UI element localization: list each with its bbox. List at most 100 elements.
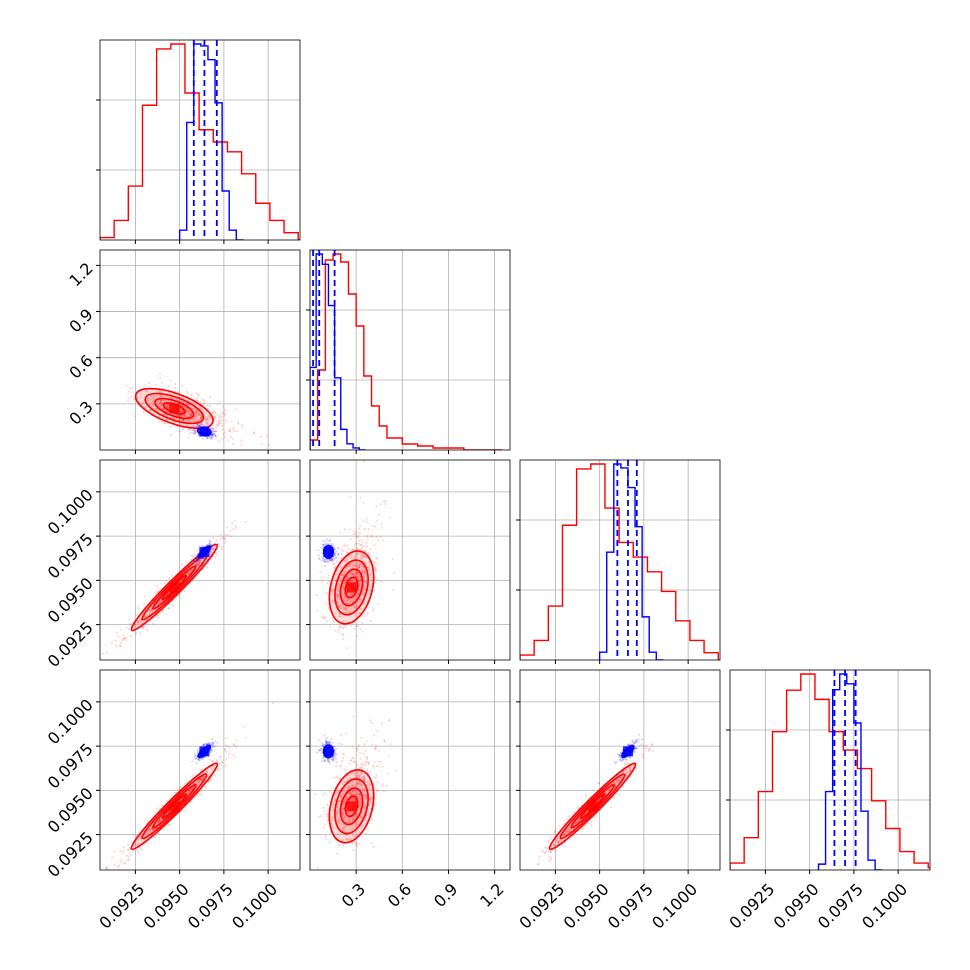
scatter-point [188,571,191,574]
scatter-point [612,781,615,783]
scatter-point [225,745,228,748]
scatter-point [159,820,162,823]
scatter-point [369,572,372,575]
scatter-point [553,831,556,834]
scatter-point [211,436,214,439]
scatter-point [322,616,325,619]
scatter-point [361,546,364,549]
scatter-point [138,620,141,623]
scatter-point [195,426,198,429]
scatter-point [221,415,223,418]
scatter-point [197,559,200,562]
scatter-point [241,426,244,429]
scatter-point [164,422,167,425]
scatter-point [353,613,356,616]
scatter-point [597,799,600,801]
scatter-point [577,806,580,809]
scatter-point [325,738,328,741]
scatter-point [149,829,152,832]
scatter-point [362,794,365,797]
scatter-point [331,741,334,744]
scatter-point [184,782,187,784]
scatter-point [350,829,352,832]
scatter-point [128,390,131,393]
scatter-point [195,420,198,423]
scatter-point [325,741,328,744]
scatter-point [323,743,326,746]
scatter-point [127,843,130,846]
scatter-point [348,820,351,823]
scatter-point [327,603,330,606]
scatter-point [162,408,165,411]
scatter-point [191,554,194,557]
scatter-point [231,522,234,525]
scatter-point [119,850,122,852]
scatter-point [358,539,360,542]
scatter-point [339,765,342,768]
scatter-point [325,540,327,543]
scatter-point [234,526,237,529]
scatter-point [169,433,172,436]
scatter-point [350,797,353,800]
scatter-point [356,844,359,847]
scatter-point [344,772,347,775]
scatter-point [525,877,527,879]
scatter-point [151,397,154,400]
scatter-point [352,715,355,718]
scatter-point [229,428,231,431]
scatter-point [363,794,365,797]
scatter-point [343,816,346,819]
scatter-point [356,747,359,750]
scatter-point [127,848,130,851]
scatter-point [342,573,345,576]
scatter-point [141,402,144,405]
scatter-point [207,775,210,778]
scatter-point [191,760,194,763]
scatter-point [151,610,154,613]
scatter-point [342,756,345,759]
scatter-point [213,430,216,433]
scatter-point [329,790,331,793]
scatter-point [208,780,211,783]
histogram-step [178,43,244,240]
scatter-point [356,577,359,579]
scatter-point [326,758,329,761]
scatter-point [133,415,136,418]
density-panel-2-1 [317,539,342,567]
scatter-point [338,606,341,609]
scatter-point [188,419,191,422]
scatter-point [163,582,166,585]
scatter-point [338,818,340,821]
scatter-point [342,782,345,785]
scatter-point [341,790,344,793]
scatter-point [343,808,345,811]
scatter-point [364,581,367,584]
scatter-point [151,828,154,831]
scatter-point [138,619,141,622]
scatter-point [199,778,202,781]
scatter-point [352,841,355,844]
scatter-point [367,762,370,765]
scatter-point [344,821,347,823]
density-panel-1-0 [125,372,270,446]
scatter-point [336,820,339,823]
scatter-point [212,433,215,436]
scatter-point [201,423,203,426]
scatter-point [381,765,384,768]
scatter-point [358,579,361,582]
scatter-point [217,417,220,420]
scatter-point [348,838,351,841]
scatter-point [183,406,186,408]
scatter-point [364,805,366,808]
grid-0-0 [100,40,300,240]
scatter-point [136,625,139,627]
histogram-2-2 [598,463,664,660]
scatter-point [362,528,365,531]
scatter-point [229,529,232,532]
scatter-point [342,814,345,817]
scatter-point [612,782,615,785]
scatter-point [352,574,355,577]
scatter-point [152,622,154,625]
scatter-point [185,409,188,412]
